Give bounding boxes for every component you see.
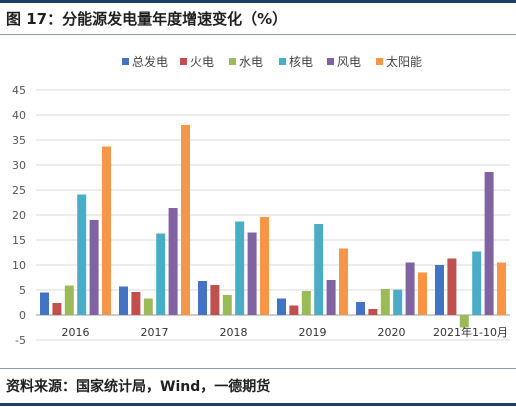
- y-axis: -5 0 5 10 15 20 25 30 35 40 45: [12, 84, 26, 347]
- x-tick-label: 2017: [141, 326, 169, 339]
- bar: [301, 291, 311, 315]
- chart-legend: 总发电 火电 水电 核电 风电 太阳能: [122, 54, 422, 69]
- y-tick-label: 10: [12, 259, 26, 272]
- y-tick-label: 45: [12, 84, 26, 97]
- bar: [277, 298, 286, 315]
- bar: [52, 303, 62, 315]
- legend-label: 总发电: [132, 54, 168, 69]
- y-tick-label: 5: [19, 284, 26, 297]
- y-tick-label: -5: [15, 334, 26, 347]
- bar: [405, 262, 415, 315]
- x-tick-label: 2020: [378, 326, 406, 339]
- bar: [64, 285, 74, 315]
- bar: [198, 281, 207, 315]
- y-tick-label: 0: [19, 309, 26, 322]
- bar-series: [40, 125, 506, 328]
- source-note: 资料来源：国家统计局，Wind，一德期货: [6, 379, 271, 395]
- bar: [222, 295, 232, 315]
- bar: [497, 262, 506, 315]
- bar: [210, 285, 220, 315]
- legend-swatch: [122, 58, 129, 65]
- bar: [314, 224, 324, 315]
- bar: [472, 251, 482, 315]
- legend-label: 太阳能: [386, 54, 422, 69]
- x-axis: 2016 2017 2018 2019 2020 2021年1-10月: [62, 325, 508, 339]
- bar: [459, 315, 469, 328]
- legend-swatch: [327, 58, 334, 65]
- legend-swatch: [279, 58, 286, 65]
- bar: [156, 233, 166, 315]
- bar: [181, 125, 190, 315]
- bar: [247, 232, 257, 315]
- legend-swatch: [229, 58, 236, 65]
- title-divider: [0, 34, 516, 35]
- bar: [235, 221, 245, 315]
- x-tick-label: 2018: [220, 326, 248, 339]
- bar: [326, 280, 336, 315]
- legend-swatch: [180, 58, 187, 65]
- legend-label: 风电: [337, 55, 361, 69]
- y-tick-label: 30: [12, 159, 26, 172]
- footer-divider: [0, 368, 516, 369]
- bar: [368, 309, 378, 315]
- y-tick-label: 35: [12, 134, 26, 147]
- top-rule: [0, 0, 516, 3]
- bar: [447, 258, 457, 315]
- legend-swatch: [376, 58, 383, 65]
- figure-title: 图 17：分能源发电量年度增速变化（%）: [6, 10, 288, 28]
- grid-lines: [36, 89, 510, 341]
- y-tick-label: 25: [12, 184, 26, 197]
- x-tick-label: 2021年1-10月: [433, 325, 508, 339]
- bar-chart: 总发电 火电 水电 核电 风电 太阳能 -5 0 5 10 15 20 25 30 35 40 45 2016…: [12, 54, 510, 347]
- bar: [380, 289, 390, 315]
- bar: [289, 305, 299, 315]
- bar: [77, 194, 87, 315]
- y-tick-label: 15: [12, 234, 26, 247]
- bar: [131, 292, 141, 315]
- bar: [260, 217, 269, 315]
- bar: [143, 298, 153, 315]
- bar: [89, 220, 99, 315]
- bar: [40, 292, 49, 315]
- bar: [393, 289, 403, 315]
- bar: [356, 302, 365, 315]
- y-tick-label: 40: [12, 109, 26, 122]
- bottom-rule: [0, 403, 516, 406]
- bar: [339, 248, 348, 315]
- legend-label: 水电: [239, 55, 263, 69]
- bar: [435, 265, 444, 315]
- x-tick-label: 2016: [62, 326, 90, 339]
- x-tick-label: 2019: [299, 326, 327, 339]
- bar: [168, 208, 178, 315]
- bar: [418, 272, 427, 315]
- bar: [484, 172, 494, 315]
- y-tick-label: 20: [12, 209, 26, 222]
- legend-label: 火电: [190, 55, 214, 69]
- bar: [102, 146, 111, 315]
- bar: [119, 286, 128, 315]
- legend-label: 核电: [289, 55, 313, 69]
